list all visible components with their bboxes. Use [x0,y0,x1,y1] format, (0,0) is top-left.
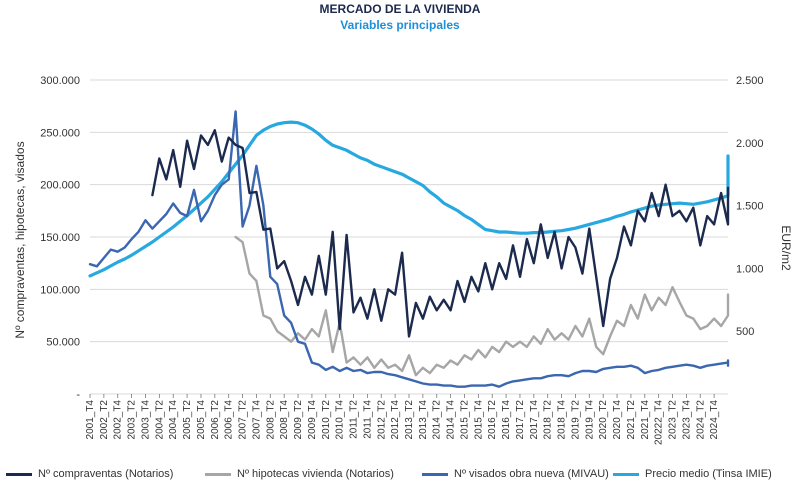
x-tick-label: 2007_T2 [238,400,249,440]
x-axis-ticks: 2001_T4 2002_T2 2002_T4 2003_T2 2003_T4 2004_… [85,394,720,445]
legend-item-compraventas: Nº compraventas (Notarios) [6,468,173,480]
y2-tick-label: 500 [736,326,754,338]
legend-item-visados: Nº visados obra nueva (MIVAU) [422,468,609,480]
x-tick-label: 2014_T2 [432,400,443,440]
x-tick-label: 2003_T2 [127,400,138,440]
x-tick-label: 20222_T4 [654,400,665,445]
x-tick-label: 2024_T2 [695,400,706,440]
legend-item-hipotecas: Nº hipotecas vivienda (Notarios) [205,468,394,480]
x-tick-label: 2023_T2 [668,400,679,440]
legend-label: Nº visados obra nueva (MIVAU) [454,468,609,480]
legend-swatch [422,472,448,476]
x-tick-label: 2014_T4 [446,400,457,440]
x-tick-label: 2006_T4 [224,400,235,440]
y-tick-label: 200.000 [40,180,80,192]
x-tick-label: 2009_T4 [307,400,318,440]
x-tick-label: 2005_T4 [196,400,207,440]
y-tick-label: 250.000 [40,127,80,139]
x-tick-label: 2004_T2 [154,400,165,440]
x-tick-label: 2005_T2 [182,400,193,440]
x-tick-label: 2008_T2 [265,400,276,440]
x-tick-label: 2001_T4 [85,400,96,440]
x-tick-label: 2009_T2 [293,400,304,440]
legend-swatch [6,472,32,476]
x-tick-label: 2002_T4 [113,400,124,440]
series-line-2 [88,110,730,388]
x-tick-label: 2015_T2 [459,400,470,440]
y2-axis-label: EUR/m2 [779,225,793,271]
y2-tick-label: 2.500 [736,75,764,87]
x-tick-label: 2017_T2 [515,400,526,440]
x-tick-label: 2023_T4 [681,400,692,440]
x-tick-label: 2002_T2 [99,400,110,440]
legend-item-precio: Precio medio (Tinsa IMIE) [613,468,772,480]
series-line-0 [151,128,730,338]
y2-tick-label: 2.000 [736,138,764,150]
x-tick-label: 2010_T4 [335,400,346,440]
x-tick-label: 2018_T4 [557,400,568,440]
x-tick-label: 2003_T4 [140,400,151,440]
x-tick-label: 2020_T2 [598,400,609,440]
legend-label: Nº compraventas (Notarios) [38,468,174,480]
legend: Nº compraventas (Notarios) Nº hipotecas … [0,468,800,484]
x-tick-label: 2012_T4 [390,400,401,440]
x-tick-label: 2018_T2 [543,400,554,440]
y2-tick-label: 1.000 [736,263,764,275]
x-tick-label: 2013_T4 [418,400,429,440]
y-tick-label: 150.000 [40,232,80,244]
y-axis-left-ticks: 300.000 250.000 200.000 150.000 100.000 50.00… [40,75,80,401]
x-tick-label: 2016_T4 [501,400,512,440]
x-tick-label: 2016_T2 [487,400,498,440]
legend-label: Precio medio (Tinsa IMIE) [645,468,772,480]
series-lines [88,110,730,388]
chart-title: MERCADO DE LA VIVIENDA [319,2,481,16]
y-tick-label: 50.000 [46,337,80,349]
legend-swatch [613,472,639,476]
x-tick-label: 2004_T4 [168,400,179,440]
legend-swatch [205,472,231,476]
x-tick-label: 2007_T4 [251,400,262,440]
x-tick-label: 2015_T4 [473,400,484,440]
y-axis-label: Nº compraventas, hipotecas, visados [13,141,27,338]
x-tick-label: 2019_T2 [570,400,581,440]
x-tick-label: 2020_T4 [612,400,623,440]
y-tick-label: 300.000 [40,75,80,87]
chart-subtitle: Variables principales [340,18,460,32]
x-tick-label: 2021_T4 [640,400,651,440]
x-tick-label: 2006_T2 [210,400,221,440]
x-tick-label: 2010_T2 [321,400,332,440]
x-tick-label: 2021_T2 [626,400,637,440]
x-tick-label: 2019_T4 [584,400,595,440]
x-tick-label: 2024_T4 [709,400,720,440]
y-tick-label: 100.000 [40,284,80,296]
x-tick-label: 2017_T4 [529,400,540,440]
x-tick-label: 2011_T4 [362,400,373,439]
legend-label: Nº hipotecas vivienda (Notarios) [237,468,394,480]
x-tick-label: 2008_T4 [279,400,290,440]
y2-tick-label: 1.500 [736,201,764,213]
x-tick-label: 2013_T2 [404,400,415,440]
y-tick-label: - [76,389,80,401]
series-line-1 [234,235,730,377]
y-axis-right-ticks: 2.500 2.000 1.500 1.000 500 [736,75,764,338]
x-tick-label: 2012_T2 [376,400,387,440]
x-tick-label: 2011_T2 [349,400,360,439]
